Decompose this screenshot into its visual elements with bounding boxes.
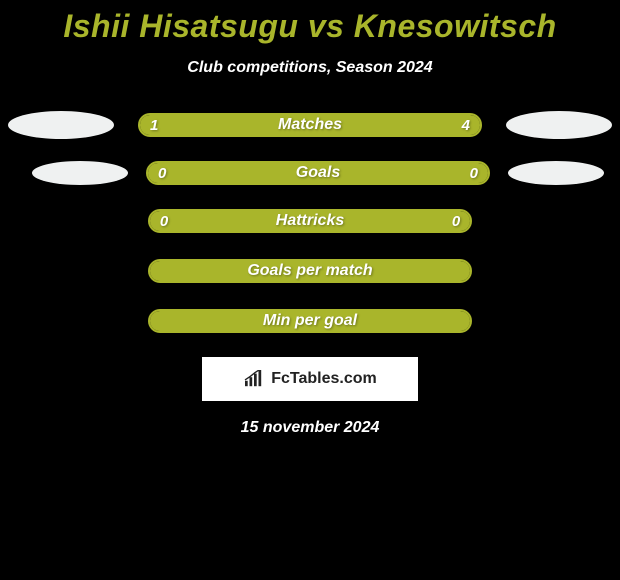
comparison-infographic: Ishii Hisatsugu vs Knesowitsch Club comp… [0, 0, 620, 437]
stat-value-right: 4 [462, 117, 470, 134]
stat-value-right: 0 [470, 165, 478, 182]
stat-bar-goals: 0 Goals 0 [146, 161, 490, 185]
stat-bar-matches: 1 Matches 4 [138, 113, 482, 137]
stat-label: Goals [296, 164, 340, 182]
player-right-badge [506, 111, 612, 139]
bar-chart-icon [243, 370, 265, 388]
attribution-logo: FcTables.com [202, 357, 418, 401]
stat-bar-hattricks: 0 Hattricks 0 [148, 209, 472, 233]
bar-fill-right [208, 115, 480, 135]
stat-bar-min-per-goal: Min per goal [148, 309, 472, 333]
stat-row-hattricks: 0 Hattricks 0 [0, 207, 620, 235]
stat-bar-goals-per-match: Goals per match [148, 259, 472, 283]
player-left-badge [32, 161, 128, 185]
stat-value-left: 0 [158, 165, 166, 182]
stat-row-matches: 1 Matches 4 [0, 111, 620, 139]
logo-text: FcTables.com [271, 370, 377, 388]
stat-label: Min per goal [263, 312, 357, 330]
player-right-badge [508, 161, 604, 185]
date-label: 15 november 2024 [0, 419, 620, 437]
stat-row-min-per-goal: Min per goal [0, 307, 620, 335]
stat-row-goals-per-match: Goals per match [0, 257, 620, 285]
stat-value-left: 1 [150, 117, 158, 134]
player-left-badge [8, 111, 114, 139]
stat-label: Hattricks [276, 212, 344, 230]
stat-value-right: 0 [452, 213, 460, 230]
page-title: Ishii Hisatsugu vs Knesowitsch [0, 8, 620, 45]
subtitle: Club competitions, Season 2024 [0, 59, 620, 77]
stat-row-goals: 0 Goals 0 [0, 161, 620, 185]
stat-label: Matches [278, 116, 342, 134]
stat-label: Goals per match [247, 262, 372, 280]
stat-value-left: 0 [160, 213, 168, 230]
